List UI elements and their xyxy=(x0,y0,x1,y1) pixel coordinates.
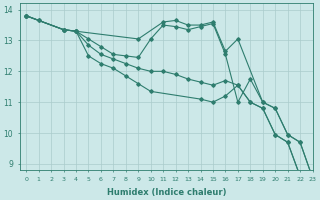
X-axis label: Humidex (Indice chaleur): Humidex (Indice chaleur) xyxy=(107,188,226,197)
